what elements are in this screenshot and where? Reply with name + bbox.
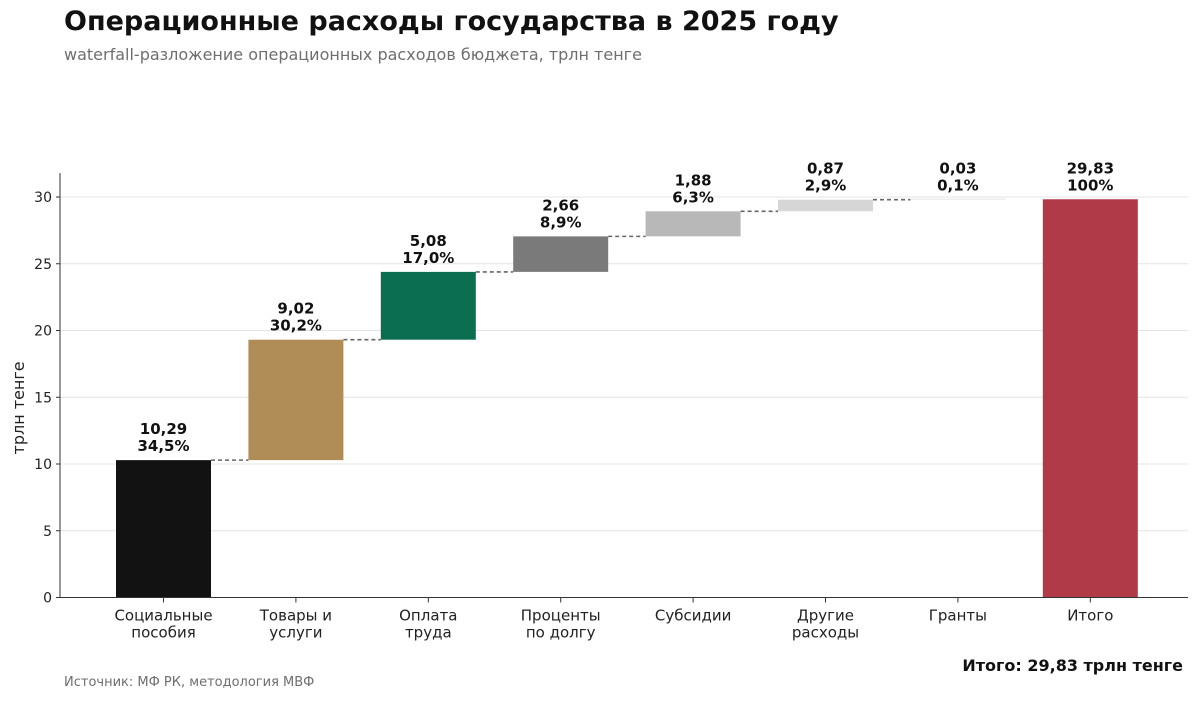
axes: 0 5 10 15 20 25 30 трлн тенге Социальные пособия Т… <box>9 172 1188 642</box>
chart-title: Операционные расходы государства в 2025 … <box>64 6 839 37</box>
bar-value-label: 2,66 <box>542 196 579 214</box>
x-tick-label-line: Субсидии <box>655 607 731 625</box>
y-tick-label: 5 <box>43 524 52 540</box>
bar <box>910 198 1006 200</box>
x-tick-label-line: труда <box>405 624 452 642</box>
bar-share-label: 30,2% <box>270 317 322 335</box>
x-tick-label: Социальные пособия <box>114 607 212 642</box>
x-tick-label-line: Социальные <box>114 607 212 625</box>
y-tick-label: 15 <box>34 390 52 406</box>
x-tick-label-line: по долгу <box>526 624 596 642</box>
x-tick-label: Субсидии <box>655 607 731 625</box>
x-tick-label-line: Итого <box>1067 607 1113 625</box>
x-tick-label-line: Оплата <box>399 607 457 625</box>
bar-value-label: 29,83 <box>1067 159 1114 177</box>
y-tick-label: 10 <box>34 457 52 473</box>
bar-value-label: 9,02 <box>277 300 314 318</box>
bar-value-label: 10,29 <box>140 420 187 438</box>
bar <box>513 236 609 272</box>
x-tick-label-line: услуги <box>269 624 322 642</box>
x-tick-label: Другие расходы <box>792 607 859 642</box>
y-tick-label: 30 <box>34 190 52 206</box>
y-tick-label: 0 <box>43 591 52 607</box>
bar <box>380 271 476 340</box>
x-tick-label-line: пособия <box>131 624 195 642</box>
grid-lines <box>60 196 1188 532</box>
bar-share-label: 100% <box>1067 176 1113 194</box>
bar <box>1042 199 1138 598</box>
bar-value-label: 1,88 <box>675 171 712 189</box>
bar-share-label: 0,1% <box>937 176 979 194</box>
total-note: Итого: 29,83 трлн тенге <box>962 656 1183 675</box>
x-tick-label-line: Товары и <box>259 607 332 625</box>
x-tick-label: Гранты <box>929 607 987 625</box>
source-note: Источник: МФ РК, методология МВФ <box>64 675 315 690</box>
bar-value-label: 0,03 <box>939 159 976 177</box>
x-tick-label: Итого <box>1067 607 1113 625</box>
bar-value-label: 0,87 <box>807 160 844 178</box>
x-tick-label: Оплата труда <box>399 607 457 642</box>
x-tick-label-line: расходы <box>792 624 859 642</box>
y-tick-label: 20 <box>34 324 52 340</box>
bar-share-label: 8,9% <box>540 213 582 231</box>
bar <box>116 460 211 598</box>
x-tick-label-line: Гранты <box>929 607 987 625</box>
x-tick-label: Товары и услуги <box>259 607 332 642</box>
bar-share-label: 2,9% <box>805 177 847 195</box>
y-axis-title: трлн тенге <box>9 361 28 454</box>
bars <box>116 198 1138 598</box>
bar-value-label: 5,08 <box>410 232 447 250</box>
connector-lines <box>211 198 911 461</box>
bar <box>248 339 344 461</box>
chart-subtitle: waterfall-разложение операционных расход… <box>64 45 642 64</box>
bar <box>778 199 873 212</box>
x-tick-label: Проценты по долгу <box>521 607 601 642</box>
bar-share-label: 34,5% <box>137 437 189 455</box>
bar <box>645 211 741 237</box>
bar-share-label: 6,3% <box>672 188 714 206</box>
bar-share-label: 17,0% <box>402 249 454 267</box>
x-tick-label-line: Другие <box>797 607 854 625</box>
y-tick-label: 25 <box>34 257 52 273</box>
x-tick-label-line: Проценты <box>521 607 601 625</box>
